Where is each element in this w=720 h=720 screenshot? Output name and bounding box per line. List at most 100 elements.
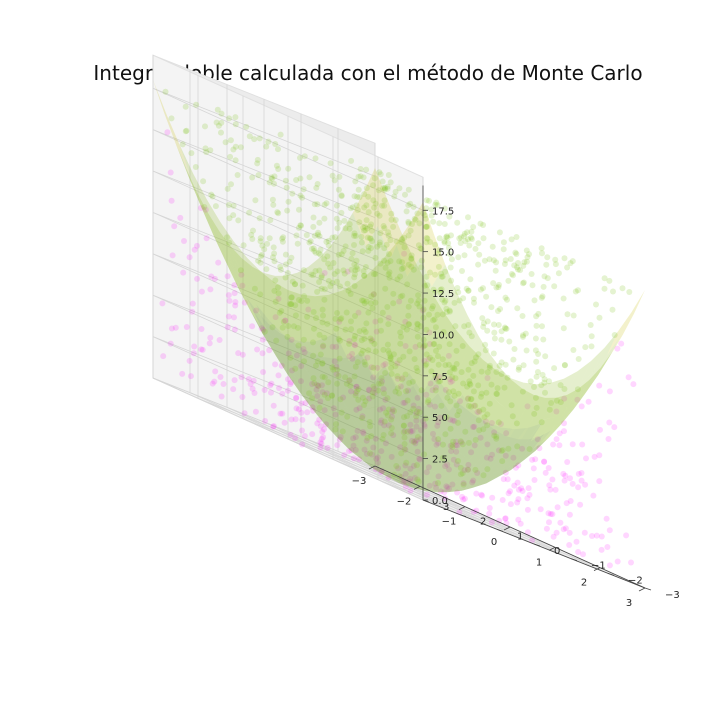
scatter-point-below xyxy=(427,380,434,387)
scatter-point-above xyxy=(561,386,568,392)
surface-patch xyxy=(484,402,510,431)
scatter-point-below xyxy=(211,275,218,282)
scatter-point-above xyxy=(271,173,278,180)
scatter-point-above xyxy=(428,206,435,213)
scatter-point-below xyxy=(484,441,491,448)
scatter-point-above xyxy=(400,422,407,429)
scatter-point-above xyxy=(426,197,432,204)
scatter-point-below xyxy=(194,275,201,282)
surface-patch xyxy=(261,271,286,316)
surface-patch xyxy=(284,366,310,401)
scatter-point-above xyxy=(371,175,378,182)
scatter-point-below xyxy=(499,497,506,503)
scatter-point-below xyxy=(247,381,254,387)
scatter-point-below xyxy=(476,409,482,415)
scatter-point-below xyxy=(579,441,586,448)
scatter-point-above xyxy=(439,356,446,363)
scatter-point-above xyxy=(361,335,368,342)
scatter-point-above xyxy=(274,209,281,216)
scatter-point-above xyxy=(529,282,536,289)
scatter-point-above xyxy=(355,173,362,180)
scatter-point-above xyxy=(546,406,553,413)
scatter-point-above xyxy=(270,244,277,251)
scatter-point-above xyxy=(340,267,347,274)
scatter-point-above xyxy=(417,323,424,330)
scatter-point-below xyxy=(293,352,300,359)
scatter-point-below xyxy=(262,418,269,424)
scatter-point-above xyxy=(316,267,323,274)
scatter-point-above xyxy=(539,250,545,257)
scatter-point-below xyxy=(305,306,312,313)
scatter-point-above xyxy=(399,259,406,266)
scatter-point-below xyxy=(198,205,204,211)
surface-patch xyxy=(446,426,472,452)
scatter-point-above xyxy=(459,343,466,349)
scatter-point-above xyxy=(484,466,491,473)
scatter-point-below xyxy=(317,398,324,405)
scatter-point-above xyxy=(416,409,423,416)
scatter-point-above xyxy=(408,255,415,262)
scatter-point-above xyxy=(430,341,437,348)
scatter-point-above xyxy=(327,160,334,167)
scatter-point-below xyxy=(454,489,461,496)
scatter-point-below xyxy=(351,341,358,348)
scatter-point-below xyxy=(447,442,454,449)
surface-patch xyxy=(321,379,346,408)
scatter-point-above xyxy=(314,358,321,365)
scatter-point-above xyxy=(272,277,279,284)
scatter-point-below xyxy=(268,389,274,396)
surface-patch xyxy=(402,348,427,386)
scatter-point-above xyxy=(342,326,349,333)
scatter-point-above xyxy=(434,202,441,209)
scatter-point-below xyxy=(331,358,338,365)
surface-patch xyxy=(473,390,499,422)
scatter-point-above xyxy=(284,270,291,276)
scatter-point-above xyxy=(546,378,552,385)
scatter-point-below xyxy=(545,465,552,471)
scatter-point-above xyxy=(361,191,368,198)
scatter-point-below xyxy=(376,406,383,413)
scatter-point-above xyxy=(445,240,452,247)
scatter-point-above xyxy=(438,402,445,409)
scatter-point-above xyxy=(526,446,533,453)
grid-line xyxy=(226,406,498,530)
scatter-point-above xyxy=(496,362,503,369)
scatter-point-above xyxy=(465,287,472,294)
scatter-point-above xyxy=(433,199,440,206)
scatter-point-below xyxy=(461,495,468,502)
scatter-point-below xyxy=(334,442,341,449)
scatter-point-above xyxy=(413,462,420,469)
scatter-point-above xyxy=(284,333,291,340)
scatter-point-below xyxy=(430,430,436,437)
scatter-point-above xyxy=(351,230,358,237)
scatter-point-above xyxy=(387,356,394,362)
scatter-point-above xyxy=(237,267,244,274)
scatter-point-above xyxy=(298,298,305,305)
scatter-point-above xyxy=(381,197,388,204)
scatter-point-below xyxy=(561,420,567,427)
scatter-point-below xyxy=(556,442,563,449)
scatter-point-below xyxy=(547,486,554,493)
scatter-point-below xyxy=(352,390,359,396)
scatter-point-below xyxy=(598,546,605,553)
scatter-point-below xyxy=(447,416,454,423)
scatter-point-above xyxy=(333,325,340,332)
scatter-point-above xyxy=(478,368,485,375)
scatter-point-below xyxy=(275,295,282,302)
surface-patch xyxy=(341,434,366,457)
surface-patch xyxy=(346,311,372,352)
scatter-point-above xyxy=(440,329,447,335)
scatter-point-above xyxy=(609,306,616,313)
scatter-point-above xyxy=(542,353,549,360)
scatter-point-above xyxy=(561,255,568,262)
surface-patch xyxy=(441,448,466,468)
surface-patch xyxy=(274,282,300,323)
scatter-point-above xyxy=(451,392,458,399)
scatter-point-above xyxy=(462,428,469,435)
scatter-point-below xyxy=(630,381,637,388)
surface-patch xyxy=(407,475,433,486)
scatter-point-above xyxy=(223,234,230,241)
scatter-point-above xyxy=(380,223,387,229)
scatter-point-above xyxy=(538,382,545,389)
scatter-point-above xyxy=(351,242,357,248)
